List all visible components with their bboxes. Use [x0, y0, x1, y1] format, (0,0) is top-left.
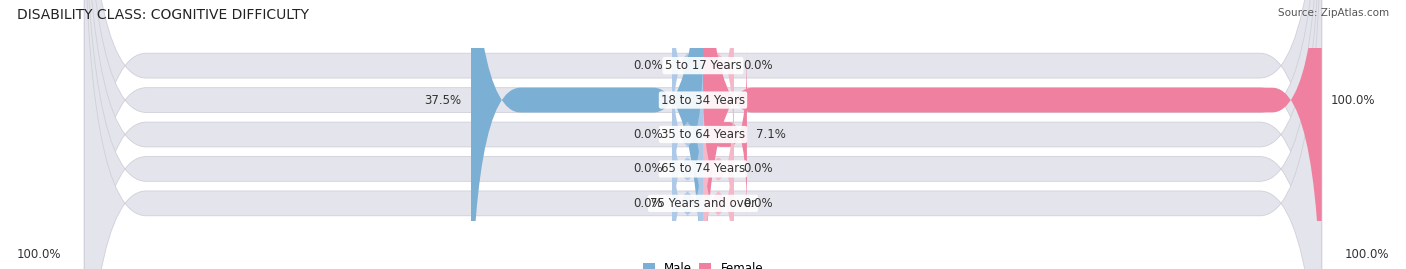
FancyBboxPatch shape	[703, 0, 734, 157]
Text: 18 to 34 Years: 18 to 34 Years	[661, 94, 745, 107]
FancyBboxPatch shape	[703, 78, 734, 260]
FancyBboxPatch shape	[84, 0, 1322, 269]
Text: 37.5%: 37.5%	[425, 94, 461, 107]
FancyBboxPatch shape	[471, 0, 703, 269]
FancyBboxPatch shape	[672, 112, 703, 269]
Text: 0.0%: 0.0%	[633, 128, 662, 141]
FancyBboxPatch shape	[703, 0, 1322, 269]
Text: 0.0%: 0.0%	[633, 162, 662, 175]
Text: 7.1%: 7.1%	[756, 128, 786, 141]
Text: 0.0%: 0.0%	[633, 59, 662, 72]
FancyBboxPatch shape	[703, 49, 747, 220]
FancyBboxPatch shape	[84, 0, 1322, 269]
Legend: Male, Female: Male, Female	[643, 262, 763, 269]
Text: 0.0%: 0.0%	[744, 162, 773, 175]
FancyBboxPatch shape	[672, 0, 703, 157]
Text: 5 to 17 Years: 5 to 17 Years	[665, 59, 741, 72]
Text: 0.0%: 0.0%	[744, 197, 773, 210]
Text: 100.0%: 100.0%	[17, 248, 62, 261]
Text: 0.0%: 0.0%	[744, 59, 773, 72]
Text: DISABILITY CLASS: COGNITIVE DIFFICULTY: DISABILITY CLASS: COGNITIVE DIFFICULTY	[17, 8, 309, 22]
Text: 65 to 74 Years: 65 to 74 Years	[661, 162, 745, 175]
Text: 100.0%: 100.0%	[1344, 248, 1389, 261]
Text: 100.0%: 100.0%	[1331, 94, 1375, 107]
Text: Source: ZipAtlas.com: Source: ZipAtlas.com	[1278, 8, 1389, 18]
FancyBboxPatch shape	[84, 0, 1322, 269]
FancyBboxPatch shape	[672, 44, 703, 225]
FancyBboxPatch shape	[672, 78, 703, 260]
FancyBboxPatch shape	[703, 112, 734, 269]
FancyBboxPatch shape	[84, 0, 1322, 269]
Text: 0.0%: 0.0%	[633, 197, 662, 210]
FancyBboxPatch shape	[84, 0, 1322, 269]
Text: 75 Years and over: 75 Years and over	[650, 197, 756, 210]
Text: 35 to 64 Years: 35 to 64 Years	[661, 128, 745, 141]
